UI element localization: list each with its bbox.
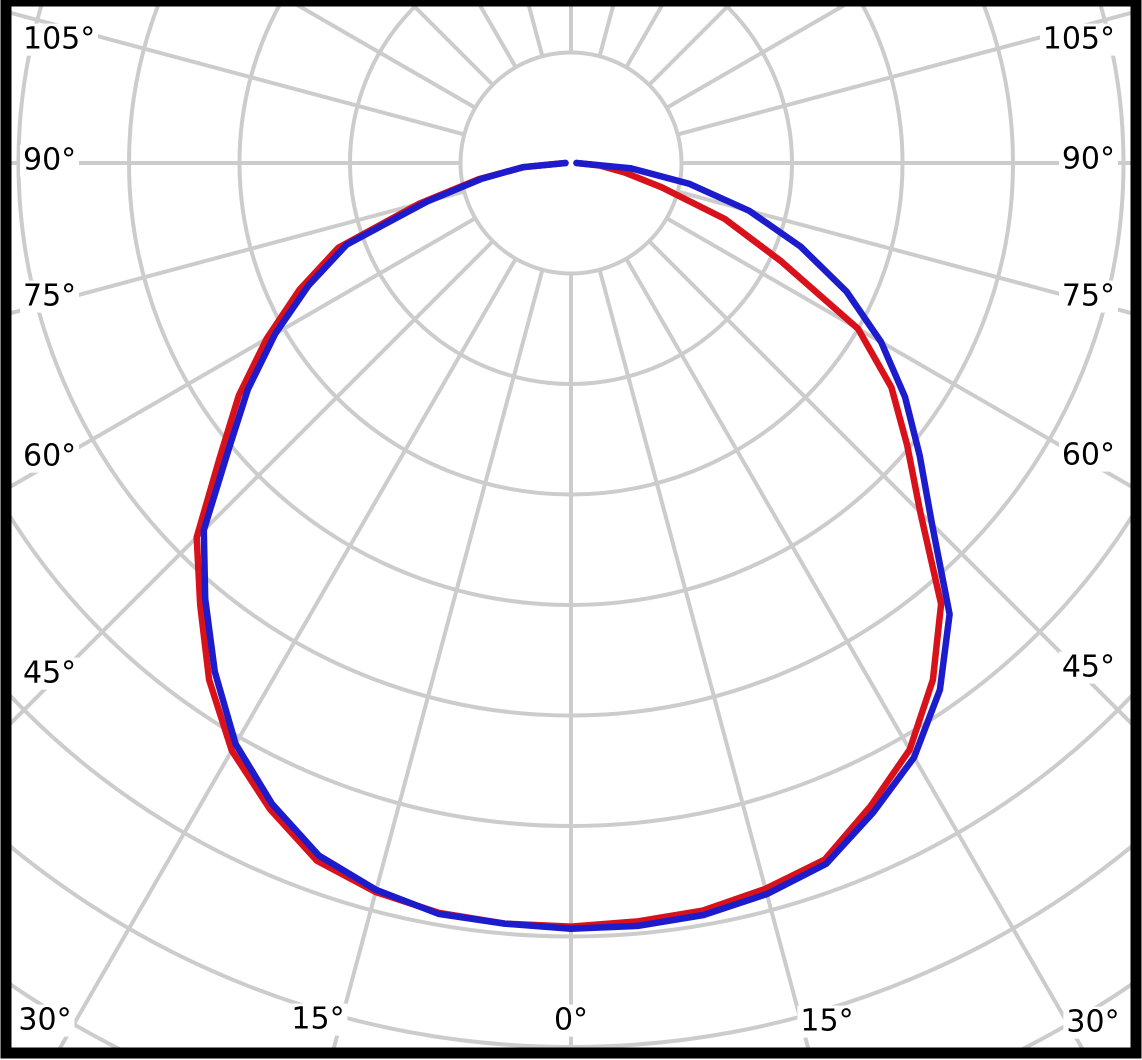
grid-radial-line xyxy=(11,10,465,137)
angle-label-bottom-0: 0° xyxy=(550,1005,592,1037)
grid-ring xyxy=(458,50,684,276)
grid-radial-line xyxy=(597,269,811,1048)
angle-label-bottom-30l: 30° xyxy=(15,1005,75,1037)
grid-radial-line xyxy=(677,189,1131,316)
grid-radial-line xyxy=(11,189,465,316)
angle-label-left-90: 90° xyxy=(20,145,80,177)
grid-radial-line xyxy=(11,239,495,726)
angle-label-left-105: 105° xyxy=(20,24,99,56)
angle-label-left-45: 45° xyxy=(20,658,80,690)
angle-label-left-60: 60° xyxy=(20,441,80,473)
angle-label-right-75: 75° xyxy=(1058,281,1118,313)
intensity-curves xyxy=(193,159,953,933)
grid-radial-line xyxy=(647,239,1131,726)
grid-radial-line xyxy=(624,257,1085,1048)
angle-label-left-75: 75° xyxy=(20,281,80,313)
grid-radial-line xyxy=(11,216,477,489)
angle-label-right-60: 60° xyxy=(1058,440,1118,472)
angle-label-bottom-15l: 15° xyxy=(288,1004,348,1036)
grid-radial-line xyxy=(57,257,518,1048)
angle-label-right-90: 90° xyxy=(1058,144,1118,176)
angle-label-right-105: 105° xyxy=(1039,24,1118,56)
blue-curve-intensity-curve xyxy=(200,159,953,933)
angle-label-bottom-15r: 15° xyxy=(797,1006,857,1038)
grid-radial-line xyxy=(677,10,1131,137)
angle-label-bottom-30r: 30° xyxy=(1063,1007,1123,1039)
angle-label-right-45: 45° xyxy=(1058,652,1118,684)
grid-radial-line xyxy=(331,269,545,1048)
